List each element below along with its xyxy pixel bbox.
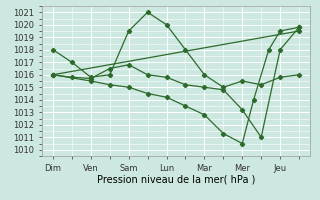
X-axis label: Pression niveau de la mer( hPa ): Pression niveau de la mer( hPa ) <box>97 174 255 184</box>
